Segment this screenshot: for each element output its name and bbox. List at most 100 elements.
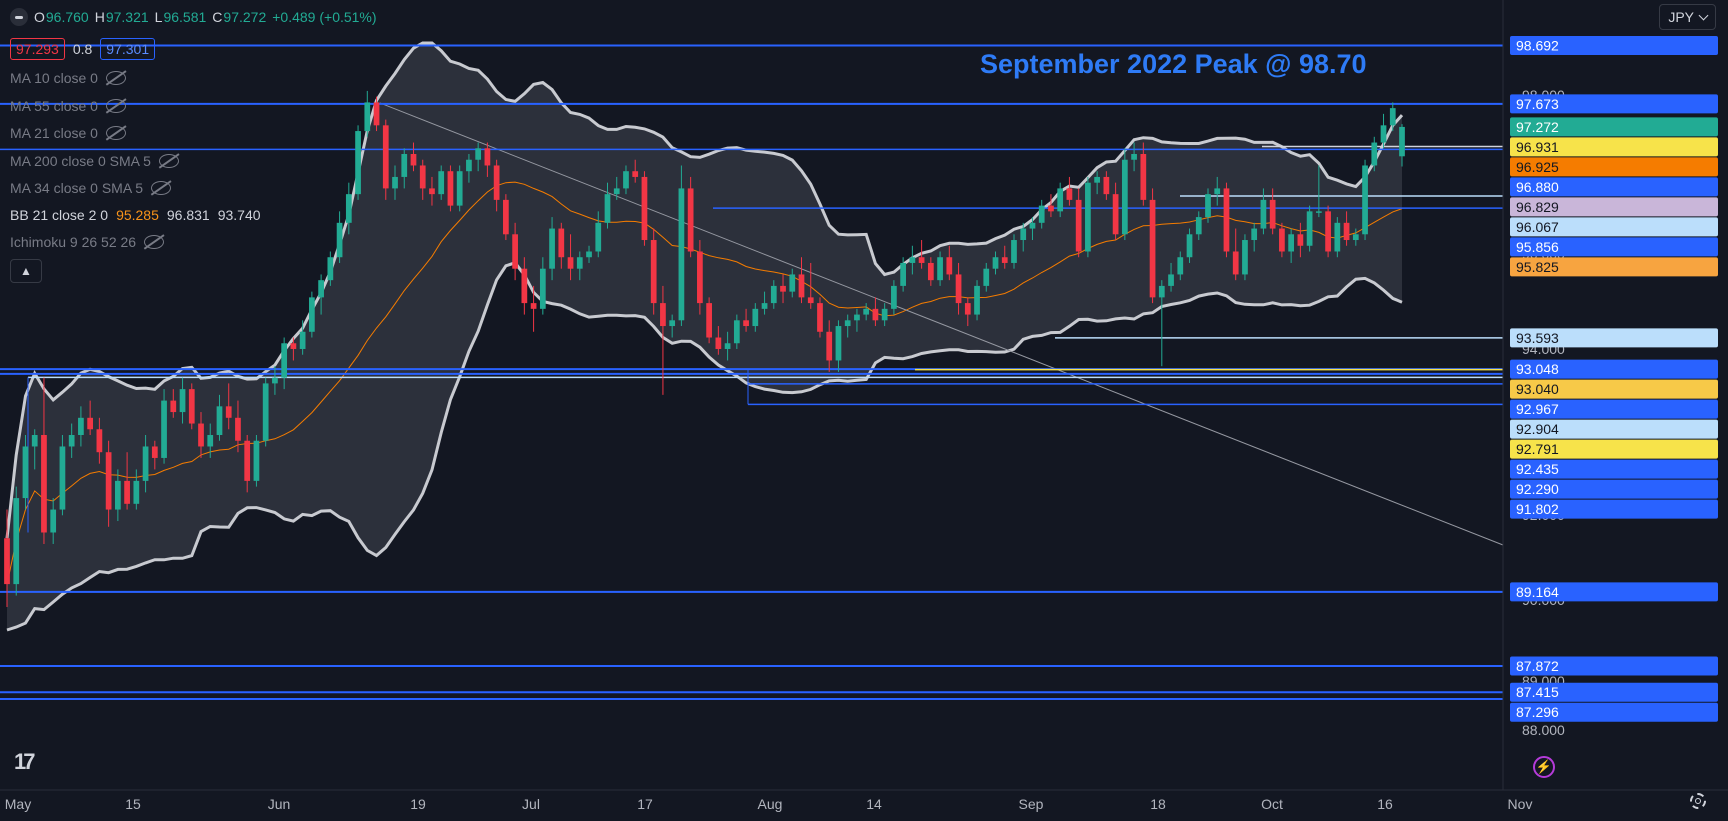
price-label-text: 97.272 bbox=[1516, 119, 1559, 135]
bollinger-fill bbox=[7, 43, 1402, 630]
indicator-ma21[interactable]: MA 21 close 0 bbox=[10, 125, 126, 141]
price-label-box bbox=[1510, 36, 1718, 55]
candle-body bbox=[650, 240, 657, 304]
indicator-ma55[interactable]: MA 55 close 0 bbox=[10, 98, 126, 114]
buy-price-button[interactable]: 97.301 bbox=[100, 38, 156, 60]
candle bbox=[918, 240, 925, 269]
sell-price-button[interactable]: 97.293 bbox=[10, 38, 65, 60]
price-label-box bbox=[1510, 459, 1718, 479]
candle bbox=[1288, 228, 1295, 263]
candle bbox=[59, 435, 66, 516]
eye-hidden-icon[interactable] bbox=[105, 99, 126, 113]
candle bbox=[419, 159, 426, 200]
candle-body bbox=[272, 377, 278, 384]
price-label-text: 98.692 bbox=[1516, 38, 1559, 54]
time-tick-label: Nov bbox=[1508, 796, 1533, 812]
price-label-box bbox=[1510, 379, 1718, 399]
candle-body bbox=[484, 148, 491, 166]
candle-body bbox=[456, 171, 463, 206]
candle bbox=[1029, 217, 1036, 241]
candle-body bbox=[22, 446, 29, 499]
candle-body bbox=[1399, 126, 1405, 157]
candle-body bbox=[826, 331, 833, 361]
candle bbox=[188, 383, 195, 430]
candle-body bbox=[1352, 234, 1359, 241]
eye-hidden-icon[interactable] bbox=[158, 154, 179, 168]
candle bbox=[595, 211, 602, 258]
candle-body bbox=[262, 383, 269, 441]
candle-body bbox=[576, 257, 583, 269]
collapse-indicators-button[interactable]: ▲ bbox=[10, 259, 42, 283]
candle bbox=[1343, 211, 1350, 246]
candle-body bbox=[1001, 257, 1008, 263]
candle-body bbox=[170, 400, 177, 413]
candle bbox=[1279, 222, 1285, 258]
time-axis-bg bbox=[0, 790, 1728, 821]
tradingview-logo[interactable]: 17 bbox=[14, 749, 36, 774]
candle bbox=[770, 280, 777, 309]
candle-body bbox=[881, 308, 888, 321]
candle-body bbox=[678, 188, 685, 321]
candle-body bbox=[770, 285, 777, 304]
candle bbox=[124, 452, 130, 510]
candle bbox=[641, 171, 648, 246]
candle bbox=[281, 337, 288, 390]
indicator-ma10[interactable]: MA 10 close 0 bbox=[10, 70, 126, 86]
candle-body bbox=[382, 125, 389, 189]
candle-body bbox=[364, 102, 371, 132]
bb-upper-value: 96.831 bbox=[166, 207, 210, 223]
eye-hidden-icon[interactable] bbox=[151, 181, 172, 195]
candle bbox=[345, 182, 352, 235]
candle bbox=[586, 245, 592, 263]
settings-gear-icon[interactable] bbox=[1690, 793, 1706, 809]
candle-body bbox=[752, 308, 759, 327]
flash-alert-icon[interactable]: ⚡ bbox=[1533, 756, 1555, 778]
currency-select[interactable]: JPY bbox=[1659, 4, 1716, 30]
price-label-box bbox=[1510, 177, 1718, 197]
candle bbox=[87, 400, 94, 436]
eye-hidden-icon[interactable] bbox=[105, 71, 126, 85]
candle bbox=[946, 245, 953, 281]
candle bbox=[410, 142, 417, 172]
candle bbox=[669, 314, 676, 338]
candle-body bbox=[1315, 211, 1322, 213]
candle-body bbox=[13, 498, 20, 585]
candle-body bbox=[1297, 234, 1304, 246]
candle-body bbox=[142, 446, 149, 481]
indicator-ichimoku[interactable]: Ichimoku 9 26 52 26 bbox=[10, 234, 165, 250]
candle-body bbox=[567, 257, 574, 269]
candle-body bbox=[4, 538, 10, 585]
candle bbox=[863, 303, 870, 321]
candle bbox=[724, 331, 731, 361]
candle-body bbox=[715, 337, 722, 349]
price-label-text: 89.164 bbox=[1516, 584, 1559, 600]
candle-body bbox=[41, 435, 47, 533]
candle bbox=[438, 165, 445, 200]
candle-body bbox=[1214, 188, 1221, 195]
indicator-bb[interactable]: BB 21 close 2 0 95.285 96.831 93.740 bbox=[10, 207, 261, 223]
candle bbox=[1306, 205, 1313, 252]
eye-hidden-icon[interactable] bbox=[105, 126, 126, 140]
candle-body bbox=[355, 131, 361, 195]
symbol-logo-icon[interactable] bbox=[10, 8, 28, 26]
candle-body bbox=[124, 480, 130, 504]
candle-body bbox=[327, 257, 334, 281]
candle-body bbox=[706, 303, 712, 338]
candle bbox=[891, 280, 897, 315]
candle-body bbox=[410, 154, 417, 166]
candle-body bbox=[225, 406, 232, 418]
candle-body bbox=[188, 389, 195, 424]
indicator-ma200[interactable]: MA 200 close 0 SMA 5 bbox=[10, 153, 179, 169]
candle-body bbox=[1334, 222, 1341, 252]
candle-body bbox=[623, 171, 629, 189]
price-label-box bbox=[1510, 702, 1718, 722]
indicator-ma34[interactable]: MA 34 close 0 SMA 5 bbox=[10, 180, 172, 196]
candle bbox=[13, 486, 20, 596]
candle bbox=[937, 251, 943, 286]
candle-body bbox=[780, 285, 786, 292]
candle bbox=[151, 440, 158, 470]
candle bbox=[262, 377, 269, 447]
eye-hidden-icon[interactable] bbox=[144, 235, 165, 249]
candle bbox=[604, 182, 611, 229]
